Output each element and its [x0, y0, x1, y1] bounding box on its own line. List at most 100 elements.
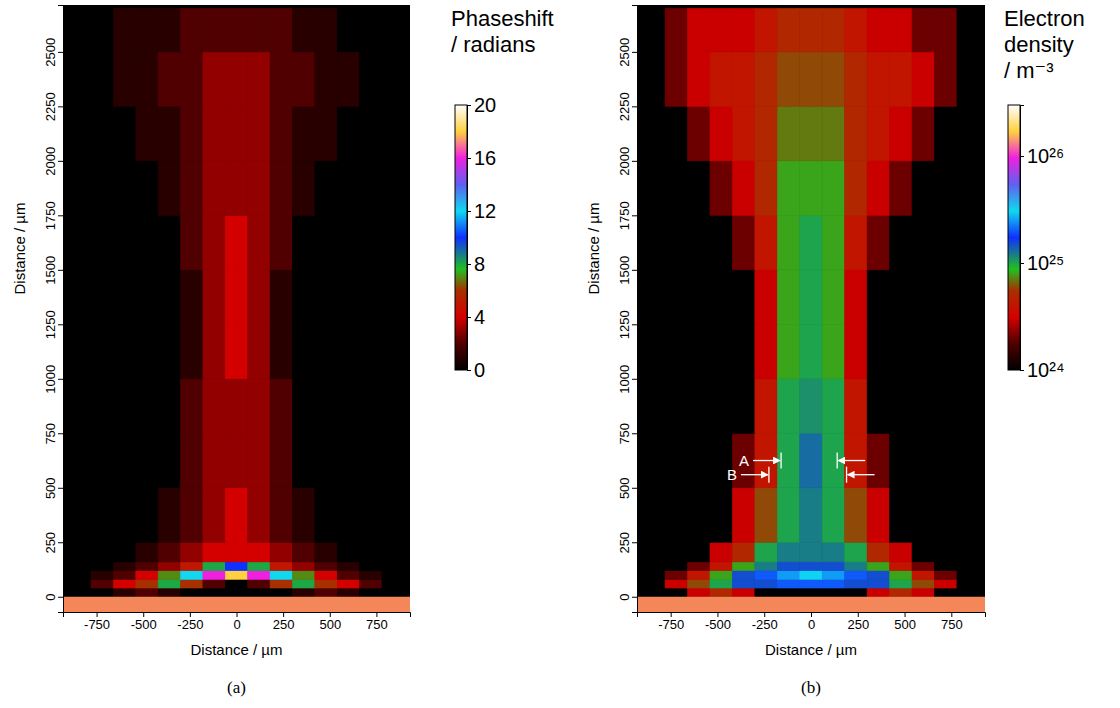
heatmap-cell: [688, 579, 710, 588]
heatmap-cell: [643, 52, 665, 106]
heatmap-cell: [890, 324, 912, 378]
heatmap-cell: [181, 215, 203, 269]
heatmap-cell: [225, 324, 247, 378]
colorbar-tick-mark: [467, 264, 471, 265]
heatmap-cell: [203, 562, 225, 571]
heatmap-cell: [688, 379, 710, 433]
heatmap-cell: [957, 324, 979, 378]
heatmap-cell: [800, 433, 822, 487]
heatmap-cell: [69, 215, 91, 269]
heatmap-cell: [113, 215, 135, 269]
heatmap-cell: [248, 433, 270, 487]
heatmap-cell: [912, 488, 934, 542]
heatmap-cell: [69, 488, 91, 542]
heatmap-cell: [755, 324, 777, 378]
y-tick-mark: [58, 433, 63, 434]
heatmap-cell: [867, 106, 889, 160]
annotation-bar: [780, 453, 781, 469]
heatmap-cell: [665, 579, 687, 588]
heatmap-cell: [337, 270, 359, 324]
heatmap-cell: [643, 215, 665, 269]
heatmap-cell: [337, 161, 359, 215]
heatmap-cell: [225, 106, 247, 160]
heatmap-cell: [643, 588, 665, 597]
heatmap-cell: [665, 562, 687, 571]
heatmap-cell: [934, 106, 956, 160]
x-tick-label: 500: [319, 617, 341, 632]
heatmap-cell: [113, 106, 135, 160]
colorbar-tick-mark: [467, 211, 471, 212]
heatmap-cell: [912, 571, 934, 580]
heatmap-cell: [270, 52, 292, 106]
heatmap-cell: [665, 588, 687, 597]
x-tick: -750: [658, 612, 684, 632]
heatmap-cell: [136, 8, 158, 52]
heatmap-cell: [934, 379, 956, 433]
heatmap-cell: [203, 542, 225, 562]
heatmap-cell: [113, 488, 135, 542]
heatmap-cell: [710, 571, 732, 580]
y-tick-label: 1750: [43, 201, 58, 230]
heatmap-cell: [665, 542, 687, 562]
heatmap-cell: [822, 52, 844, 106]
heatmap-cell: [292, 542, 314, 562]
heatmap-cell: [665, 8, 687, 52]
y-tick-mark: [632, 161, 637, 162]
heatmap-cell: [91, 488, 113, 542]
y-tick-mark: [632, 52, 637, 53]
y-tick-label: 2000: [617, 147, 632, 176]
heatmap-cell: [912, 588, 934, 597]
heatmap-cell: [270, 270, 292, 324]
y-tick: 0: [43, 594, 63, 601]
heatmap-cell: [225, 379, 247, 433]
heatmap-cell: [181, 379, 203, 433]
y-tick: 0: [617, 594, 637, 601]
x-tick-label: 250: [847, 617, 869, 632]
y-tick-label: 0: [43, 594, 58, 601]
heatmap-cell: [360, 324, 382, 378]
heatmap-cell: [113, 52, 135, 106]
heatmap-cell: [777, 542, 799, 562]
y-tick-label: 750: [43, 423, 58, 445]
x-axis: -750-500-2500250500750: [64, 612, 411, 632]
heatmap-cell: [822, 379, 844, 433]
y-tick: 1250: [43, 310, 63, 339]
heatmap-cell: [360, 588, 382, 597]
heatmap-cell: [845, 270, 867, 324]
y-tick: 750: [43, 423, 63, 445]
heatmap-cell: [800, 379, 822, 433]
heatmap-cell: [270, 571, 292, 580]
heatmap-cell: [292, 106, 314, 160]
y-tick-label: 2250: [617, 92, 632, 121]
heatmap-cell: [203, 215, 225, 269]
heatmap-cell: [337, 488, 359, 542]
heatmap-cell: [957, 8, 979, 52]
heatmap-cell: [710, 270, 732, 324]
heatmap-cell: [337, 433, 359, 487]
heatmap-cell: [845, 379, 867, 433]
heatmap-cell: [203, 488, 225, 542]
x-tick-label: 750: [366, 617, 388, 632]
colorbar-tick-mark: [467, 370, 471, 371]
heatmap-cell: [890, 379, 912, 433]
y-tick-mark: [58, 52, 63, 53]
y-tick: 250: [43, 532, 63, 554]
heatmap-cell: [91, 324, 113, 378]
heatmap-cell: [755, 215, 777, 269]
y-tick-mark: [632, 597, 637, 598]
y-axis-line: [58, 6, 64, 613]
x-axis: -750-500-2500250500750: [638, 612, 986, 632]
annotation-arrow: [741, 474, 768, 475]
heatmap-cell: [890, 579, 912, 588]
y-tick-label: 2500: [617, 38, 632, 67]
y-tick-mark: [58, 161, 63, 162]
target: [63, 597, 410, 612]
colorbar-tick: 10²⁶: [1020, 145, 1064, 167]
colorbar-tick-mark: [1020, 263, 1024, 264]
heatmap-cell: [890, 8, 912, 52]
heatmap-cell: [113, 588, 135, 597]
heatmap-cell: [665, 433, 687, 487]
y-tick: 1000: [617, 365, 637, 394]
y-tick-mark: [58, 215, 63, 216]
y-tick-mark: [58, 324, 63, 325]
